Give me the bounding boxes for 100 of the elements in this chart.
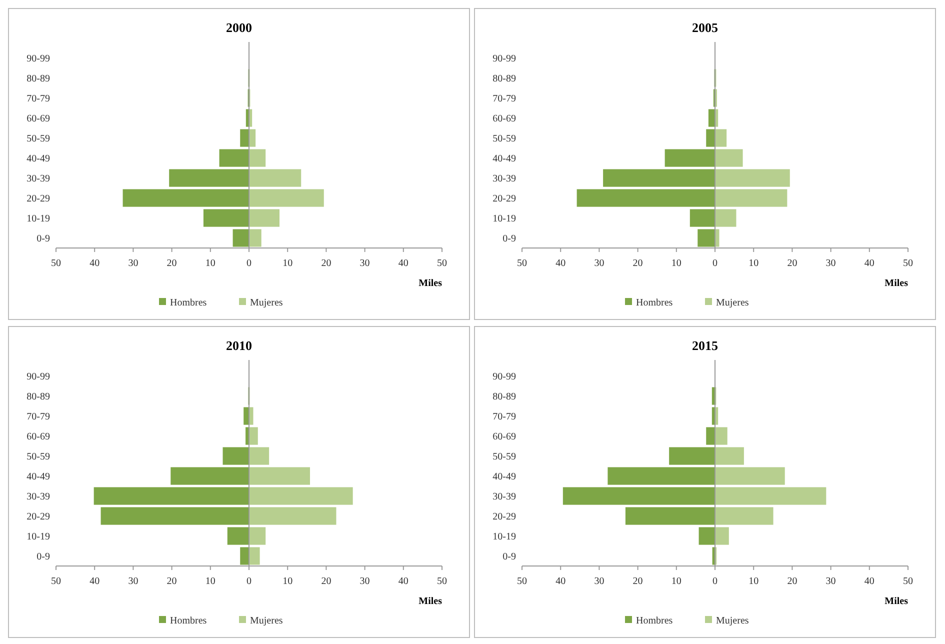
x-tick-label: 40 [398,576,408,587]
y-tick-label: 50-59 [26,452,50,462]
x-tick-label: 30 [128,258,138,269]
y-tick-label: 50-59 [26,134,50,144]
y-tick-label: 20-29 [492,512,516,522]
x-tick-label: 50 [517,576,527,587]
y-tick-label: 60-69 [26,114,50,124]
x-tick-label: 30 [826,576,836,587]
legend-label: Hombres [636,298,673,308]
y-tick-label: 50-59 [492,134,516,144]
y-tick-label: 70-79 [26,412,50,422]
x-axis-title: Miles [884,596,908,607]
y-tick-label: 40-49 [492,154,516,164]
x-tick-label: 0 [712,576,718,587]
x-tick-label: 40 [556,576,566,587]
x-tick-label: 20 [321,258,332,269]
y-tick-label: 70-79 [26,94,50,104]
x-tick-label: 20 [321,576,332,587]
x-tick-label: 10 [671,258,682,269]
x-tick-label: 40 [864,576,874,587]
y-tick-label: 60-69 [26,432,50,442]
x-tick-label: 20 [787,258,798,269]
chart-title: 2015 [692,338,718,353]
x-tick-label: 20 [632,576,643,587]
x-tick-label: 50 [437,258,447,269]
y-tick-label: 90-99 [26,54,50,64]
legend-label: Mujeres [716,616,749,626]
y-tick-label: 0-9 [36,234,50,244]
x-tick-label: 30 [594,258,604,269]
y-tick-label: 80-89 [26,74,50,84]
x-tick-label: 50 [903,576,913,587]
chart-title: 2000 [226,20,252,35]
x-tick-label: 20 [787,576,798,587]
y-tick-label: 80-89 [492,392,516,402]
y-tick-label: 60-69 [492,114,516,124]
x-tick-label: 0 [246,258,252,269]
y-tick-label: 20-29 [26,512,50,522]
legend-label: Mujeres [250,616,283,626]
y-tick-label: 10-19 [492,214,516,224]
y-tick-label: 90-99 [492,372,516,382]
x-tick-label: 50 [51,258,61,269]
x-tick-label: 40 [90,258,100,269]
y-tick-label: 80-89 [492,74,516,84]
y-tick-label: 10-19 [26,214,50,224]
y-tick-label: 10-19 [492,532,516,542]
legend-label: Hombres [170,616,207,626]
y-tick-label: 50-59 [492,452,516,462]
y-tick-label: 20-29 [26,194,50,204]
y-tick-label: 70-79 [492,94,516,104]
x-tick-label: 30 [360,258,370,269]
x-axis-title: Miles [884,278,908,289]
legend-label: Mujeres [716,298,749,308]
legend-label: Mujeres [250,298,283,308]
y-tick-label: 20-29 [492,194,516,204]
x-tick-label: 40 [398,258,408,269]
y-tick-label: 90-99 [26,372,50,382]
x-tick-label: 50 [51,576,61,587]
x-tick-label: 10 [205,576,216,587]
y-tick-label: 0-9 [502,234,516,244]
x-tick-label: 30 [826,258,836,269]
y-tick-label: 80-89 [26,392,50,402]
y-tick-label: 0-9 [502,552,516,562]
y-tick-label: 40-49 [492,472,516,482]
x-tick-label: 40 [90,576,100,587]
x-tick-label: 50 [903,258,913,269]
x-tick-label: 0 [246,576,252,587]
x-tick-label: 20 [632,258,643,269]
x-tick-label: 10 [205,258,216,269]
x-tick-label: 40 [864,258,874,269]
x-tick-label: 30 [360,576,370,587]
y-tick-label: 30-39 [26,174,50,184]
x-tick-label: 0 [712,258,718,269]
y-tick-label: 90-99 [492,54,516,64]
chart-title: 2005 [692,20,718,35]
y-tick-label: 0-9 [36,552,50,562]
chart-title: 2010 [226,338,252,353]
x-tick-label: 40 [556,258,566,269]
x-tick-label: 20 [166,576,177,587]
x-tick-label: 30 [128,576,138,587]
y-tick-label: 40-49 [26,472,50,482]
y-tick-label: 30-39 [492,492,516,502]
x-tick-label: 50 [437,576,447,587]
y-tick-label: 10-19 [26,532,50,542]
x-tick-label: 30 [594,576,604,587]
y-tick-label: 30-39 [492,174,516,184]
x-tick-label: 10 [748,576,759,587]
x-tick-label: 10 [748,258,759,269]
y-tick-label: 70-79 [492,412,516,422]
x-axis-title: Miles [418,278,442,289]
x-tick-label: 10 [282,576,293,587]
x-axis-title: Miles [418,596,442,607]
y-tick-label: 60-69 [492,432,516,442]
x-tick-label: 10 [282,258,293,269]
y-tick-label: 40-49 [26,154,50,164]
legend-label: Hombres [636,616,673,626]
x-tick-label: 10 [671,576,682,587]
y-tick-label: 30-39 [26,492,50,502]
x-tick-label: 20 [166,258,177,269]
legend-label: Hombres [170,298,207,308]
x-tick-label: 50 [517,258,527,269]
